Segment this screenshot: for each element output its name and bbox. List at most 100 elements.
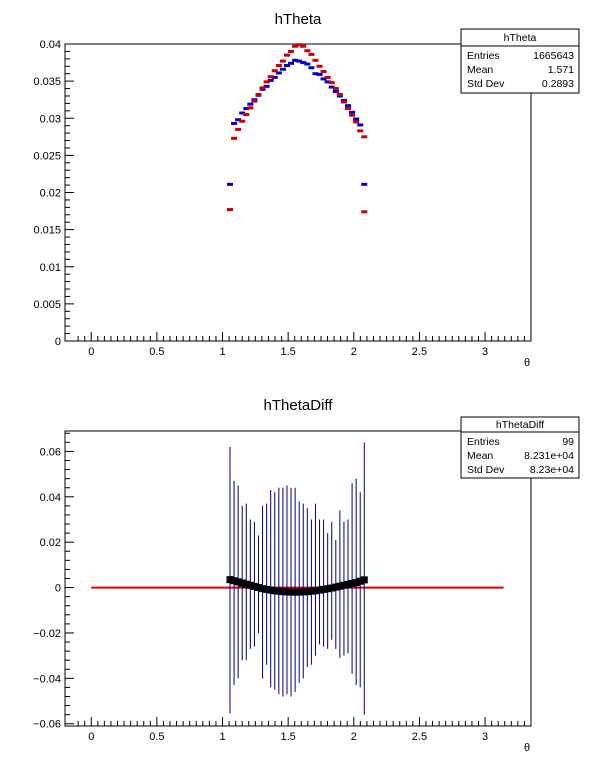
data-point xyxy=(275,64,282,68)
data-point xyxy=(283,588,291,596)
data-point xyxy=(348,579,356,587)
data-point xyxy=(227,208,234,212)
x-tick-label: 0 xyxy=(88,731,94,743)
data-point xyxy=(242,580,250,588)
data-point xyxy=(332,87,339,91)
stats-box: hThetaDiff Entries 99 Mean 8.231e+04 Std… xyxy=(460,416,580,479)
data-point xyxy=(320,585,328,593)
data-point xyxy=(316,586,324,594)
x-tick-label: 3 xyxy=(482,731,488,743)
data-point xyxy=(254,584,262,592)
data-point xyxy=(263,80,270,84)
stats-name: hThetaDiff xyxy=(496,419,544,431)
data-point xyxy=(296,59,303,63)
data-point xyxy=(234,578,242,586)
data-point xyxy=(336,582,344,590)
stats-value-stddev: 8.23e+04 xyxy=(530,464,574,476)
data-point xyxy=(250,582,258,590)
stats-label-stddev: Std Dev xyxy=(467,78,505,90)
data-point xyxy=(360,576,368,584)
stats-value-entries: 99 xyxy=(562,436,574,448)
data-point xyxy=(247,102,254,106)
chart-title: hTheta xyxy=(275,11,322,28)
data-point xyxy=(239,119,246,123)
stats-box: hTheta Entries 1665643 Mean 1.571 Std De… xyxy=(460,28,580,94)
data-point xyxy=(349,113,356,117)
x-tick-label: 1 xyxy=(219,731,225,743)
x-tick-label: 1 xyxy=(219,346,225,358)
data-point xyxy=(312,72,319,76)
data-point xyxy=(271,75,278,79)
y-tick-label: 0.01 xyxy=(40,262,61,274)
stats-label-entries: Entries xyxy=(467,50,500,62)
data-point xyxy=(279,59,286,63)
y-tick-label: 0.03 xyxy=(40,113,61,125)
y-tick-label: −0.06 xyxy=(33,719,61,731)
x-axis: 0 0.5 1 1.5 2 2.5 3 xyxy=(77,332,532,358)
stats-value-mean: 1.571 xyxy=(548,64,574,76)
stats-label-mean: Mean xyxy=(467,64,493,76)
y-tick-label: −0.04 xyxy=(33,673,61,685)
data-point xyxy=(251,99,258,103)
data-point xyxy=(231,136,238,140)
data-point xyxy=(283,53,290,57)
data-point xyxy=(345,107,352,111)
chart-title: hThetaDiff xyxy=(264,397,334,414)
stats-box-frame xyxy=(460,416,580,479)
data-point xyxy=(279,588,287,596)
x-tick-label: 2.5 xyxy=(412,731,427,743)
data-point xyxy=(324,585,332,593)
data-point xyxy=(283,64,290,68)
stats-value-entries: 1665643 xyxy=(533,50,574,62)
stats-name: hTheta xyxy=(504,32,537,44)
x-axis-label: θ xyxy=(524,742,530,754)
data-point xyxy=(332,90,339,94)
data-point xyxy=(304,49,311,53)
data-point xyxy=(300,61,307,65)
y-tick-label: 0.04 xyxy=(40,39,61,51)
x-tick-label: 1.5 xyxy=(281,731,296,743)
data-point xyxy=(246,581,254,589)
data-point xyxy=(291,588,299,596)
y-tick-label: 0.06 xyxy=(40,446,61,458)
data-point xyxy=(320,69,327,73)
data-point xyxy=(275,71,282,75)
x-tick-label: 3 xyxy=(482,346,488,358)
y-tick-label: 0.04 xyxy=(40,492,61,504)
data-point xyxy=(259,585,267,593)
x-tick-label: 0.5 xyxy=(149,346,164,358)
x-axis: 0 0.5 1 1.5 2 2.5 3 xyxy=(77,717,532,743)
data-point xyxy=(243,107,250,111)
data-point xyxy=(316,72,323,76)
stats-value-mean: 8.231e+04 xyxy=(524,450,574,462)
x-axis-label: θ xyxy=(524,357,530,369)
data-point xyxy=(345,104,352,108)
data-point xyxy=(349,110,356,114)
data-point xyxy=(271,587,279,595)
y-tick-label: 0 xyxy=(55,583,61,595)
data-point xyxy=(226,576,234,584)
data-point xyxy=(353,117,360,121)
data-point xyxy=(320,77,327,81)
data-point xyxy=(357,123,364,127)
data-point xyxy=(292,44,299,48)
data-point xyxy=(316,64,323,68)
stats-label-stddev: Std Dev xyxy=(467,464,505,476)
y-axis: 0 0.005 0.01 0.015 0.02 0.025 0.03 0.035 0.04 xyxy=(33,39,74,348)
data-point xyxy=(227,182,234,186)
x-tick-label: 2.5 xyxy=(412,346,427,358)
y-tick-label: 0.02 xyxy=(40,188,61,200)
data-point xyxy=(300,44,307,48)
data-point xyxy=(295,588,303,596)
data-point xyxy=(352,579,360,587)
data-point xyxy=(336,92,343,96)
data-point xyxy=(247,106,254,110)
stats-label-mean: Mean xyxy=(467,450,493,462)
y-tick-label: 0.015 xyxy=(33,225,61,237)
data-point xyxy=(328,81,335,85)
data-point xyxy=(238,579,246,587)
x-tick-label: 0 xyxy=(88,346,94,358)
data-point xyxy=(361,210,368,214)
theta-histogram-panel: hTheta 0 0.005 0.01 0.015 0.02 0.025 0.03 0.035… xyxy=(33,11,580,369)
data-point xyxy=(271,69,278,73)
